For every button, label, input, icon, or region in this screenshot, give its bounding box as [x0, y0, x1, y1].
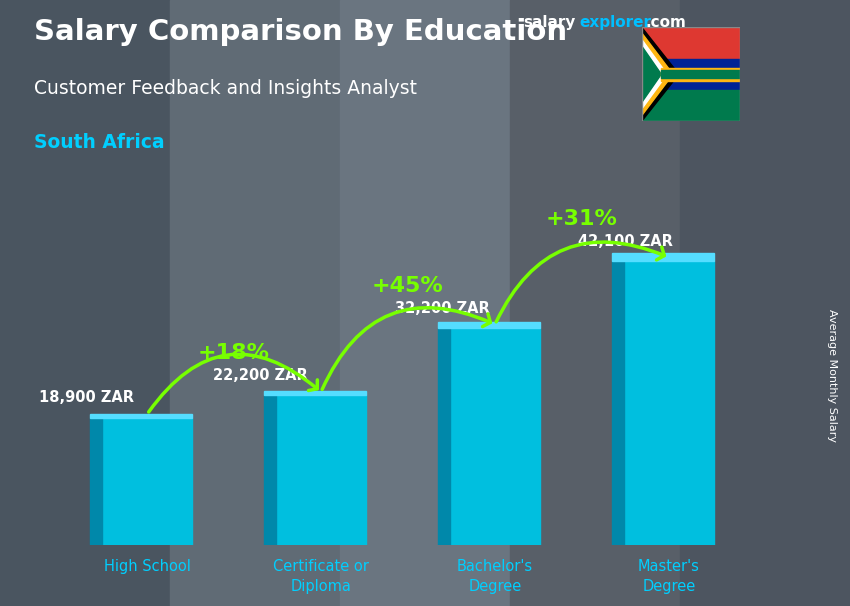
Text: Average Monthly Salary: Average Monthly Salary [827, 309, 837, 442]
Text: 18,900 ZAR: 18,900 ZAR [39, 390, 133, 405]
Text: South Africa: South Africa [34, 133, 165, 152]
Bar [642, 27, 740, 59]
Text: 42,100 ZAR: 42,100 ZAR [578, 234, 673, 248]
Bar [264, 395, 275, 545]
Bar [438, 322, 541, 328]
Bar [611, 253, 714, 261]
Text: 22,200 ZAR: 22,200 ZAR [212, 368, 308, 383]
Bar [642, 59, 740, 90]
Bar [275, 395, 366, 545]
Polygon shape [642, 46, 661, 102]
Text: .com: .com [645, 15, 686, 30]
Text: +45%: +45% [372, 276, 444, 296]
Polygon shape [642, 27, 679, 121]
Text: salary: salary [523, 15, 575, 30]
Bar [264, 391, 366, 395]
Bar [624, 261, 714, 545]
Text: Salary Comparison By Education: Salary Comparison By Education [34, 18, 567, 46]
Text: Customer Feedback and Insights Analyst: Customer Feedback and Insights Analyst [34, 79, 417, 98]
Text: +31%: +31% [546, 208, 618, 228]
Bar [89, 418, 102, 545]
Bar [642, 90, 740, 121]
Bar [438, 328, 450, 545]
Text: explorer: explorer [580, 15, 652, 30]
Bar [661, 68, 740, 81]
Bar [661, 70, 740, 78]
Text: +18%: +18% [198, 343, 270, 363]
Bar [450, 328, 541, 545]
Bar [611, 261, 624, 545]
Bar [102, 418, 192, 545]
Text: 32,200 ZAR: 32,200 ZAR [395, 301, 490, 316]
Bar [89, 414, 192, 418]
Polygon shape [642, 39, 667, 109]
Polygon shape [642, 33, 673, 116]
